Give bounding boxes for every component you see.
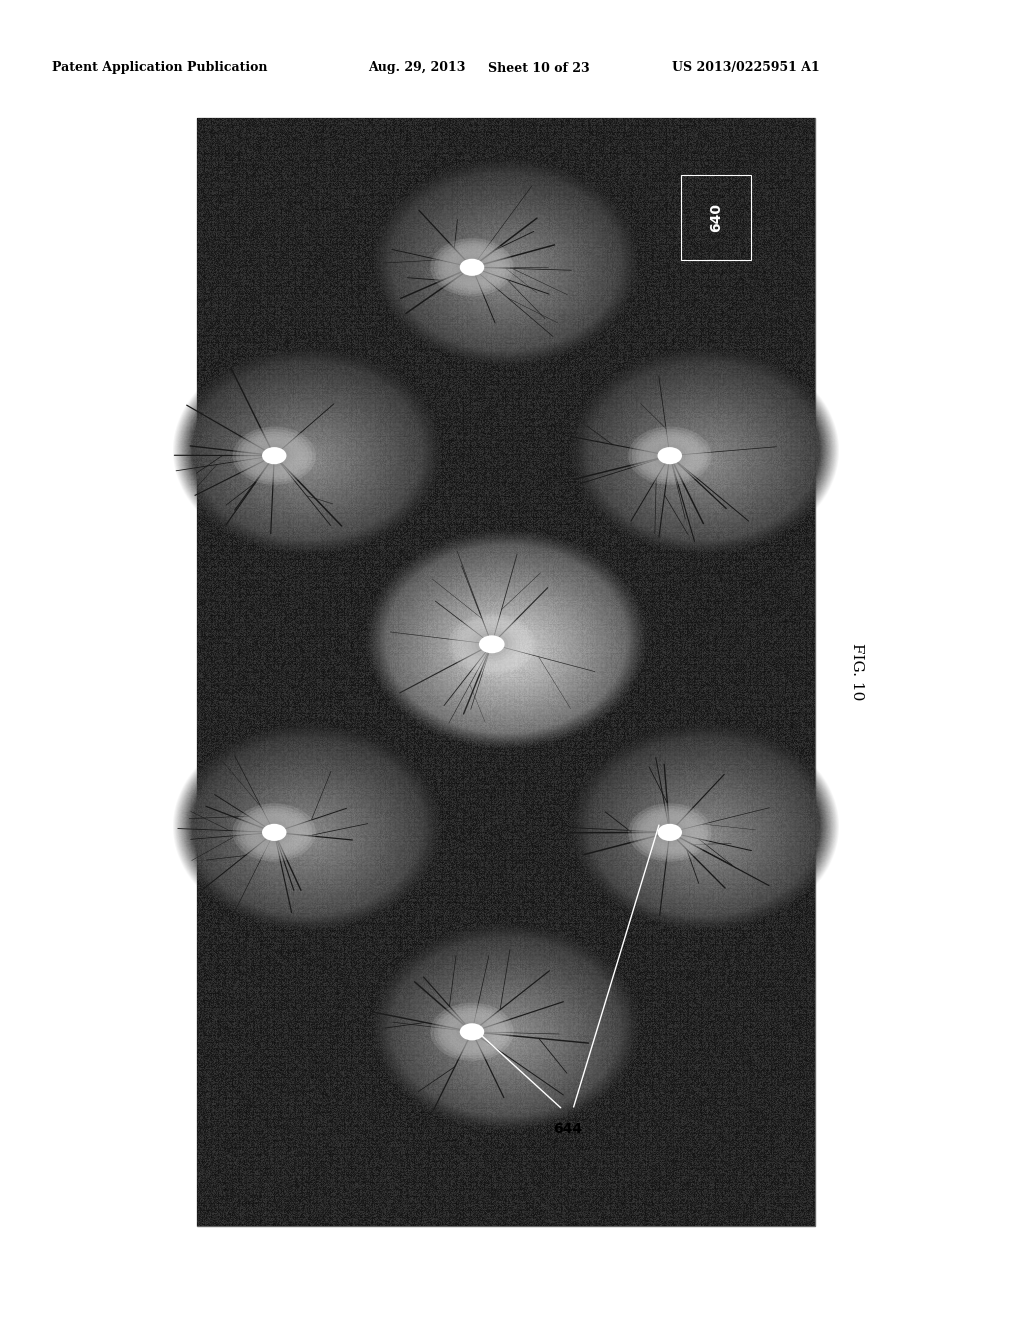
Ellipse shape	[453, 616, 531, 672]
Ellipse shape	[255, 442, 294, 470]
Ellipse shape	[456, 619, 527, 669]
Text: FIG. 10: FIG. 10	[850, 643, 864, 701]
Ellipse shape	[441, 1010, 503, 1053]
Ellipse shape	[639, 434, 700, 477]
Ellipse shape	[460, 1023, 484, 1040]
Ellipse shape	[460, 622, 523, 667]
Ellipse shape	[650, 442, 689, 470]
Ellipse shape	[657, 824, 682, 841]
Ellipse shape	[650, 818, 689, 846]
Ellipse shape	[449, 1015, 496, 1048]
Ellipse shape	[464, 624, 520, 664]
Ellipse shape	[453, 253, 492, 281]
Ellipse shape	[646, 816, 693, 849]
Ellipse shape	[251, 440, 298, 473]
Text: Aug. 29, 2013: Aug. 29, 2013	[368, 62, 465, 74]
Ellipse shape	[434, 1006, 510, 1059]
Ellipse shape	[468, 627, 516, 661]
Ellipse shape	[628, 804, 712, 862]
Ellipse shape	[251, 816, 298, 849]
Ellipse shape	[456, 1020, 487, 1043]
Ellipse shape	[248, 813, 301, 851]
Text: Sheet 10 of 23: Sheet 10 of 23	[488, 62, 590, 74]
Ellipse shape	[434, 240, 510, 294]
Ellipse shape	[244, 434, 305, 477]
Ellipse shape	[437, 243, 506, 292]
Ellipse shape	[232, 804, 315, 862]
Ellipse shape	[628, 426, 712, 484]
Ellipse shape	[248, 437, 301, 474]
Text: US 2013/0225951 A1: US 2013/0225951 A1	[672, 62, 820, 74]
Ellipse shape	[437, 1008, 506, 1056]
Ellipse shape	[654, 445, 686, 467]
Ellipse shape	[657, 447, 682, 465]
Ellipse shape	[471, 630, 512, 659]
Ellipse shape	[479, 635, 505, 653]
Ellipse shape	[237, 429, 312, 482]
Ellipse shape	[430, 238, 514, 297]
Ellipse shape	[262, 447, 287, 465]
Ellipse shape	[445, 1012, 499, 1051]
Text: 644: 644	[553, 1122, 583, 1135]
Ellipse shape	[237, 805, 312, 859]
Ellipse shape	[636, 808, 705, 857]
Ellipse shape	[632, 429, 708, 482]
Ellipse shape	[456, 256, 487, 279]
Ellipse shape	[632, 805, 708, 859]
Ellipse shape	[240, 808, 308, 857]
Ellipse shape	[643, 813, 696, 851]
Ellipse shape	[232, 426, 315, 484]
Ellipse shape	[240, 432, 308, 479]
Ellipse shape	[643, 437, 696, 474]
Ellipse shape	[646, 440, 693, 473]
Ellipse shape	[244, 810, 305, 854]
Text: 640: 640	[709, 203, 723, 232]
Text: Patent Application Publication: Patent Application Publication	[52, 62, 267, 74]
Ellipse shape	[258, 821, 290, 843]
Ellipse shape	[430, 1003, 514, 1061]
Ellipse shape	[654, 821, 686, 843]
Ellipse shape	[453, 1018, 492, 1045]
Ellipse shape	[258, 445, 290, 467]
Ellipse shape	[460, 259, 484, 276]
Ellipse shape	[636, 432, 705, 479]
Bar	[197, 117, 815, 1226]
Ellipse shape	[449, 614, 536, 675]
Ellipse shape	[445, 248, 499, 286]
Ellipse shape	[255, 818, 294, 846]
Ellipse shape	[639, 810, 700, 854]
Ellipse shape	[449, 251, 496, 284]
Ellipse shape	[262, 824, 287, 841]
Ellipse shape	[441, 246, 503, 289]
Ellipse shape	[475, 632, 509, 656]
